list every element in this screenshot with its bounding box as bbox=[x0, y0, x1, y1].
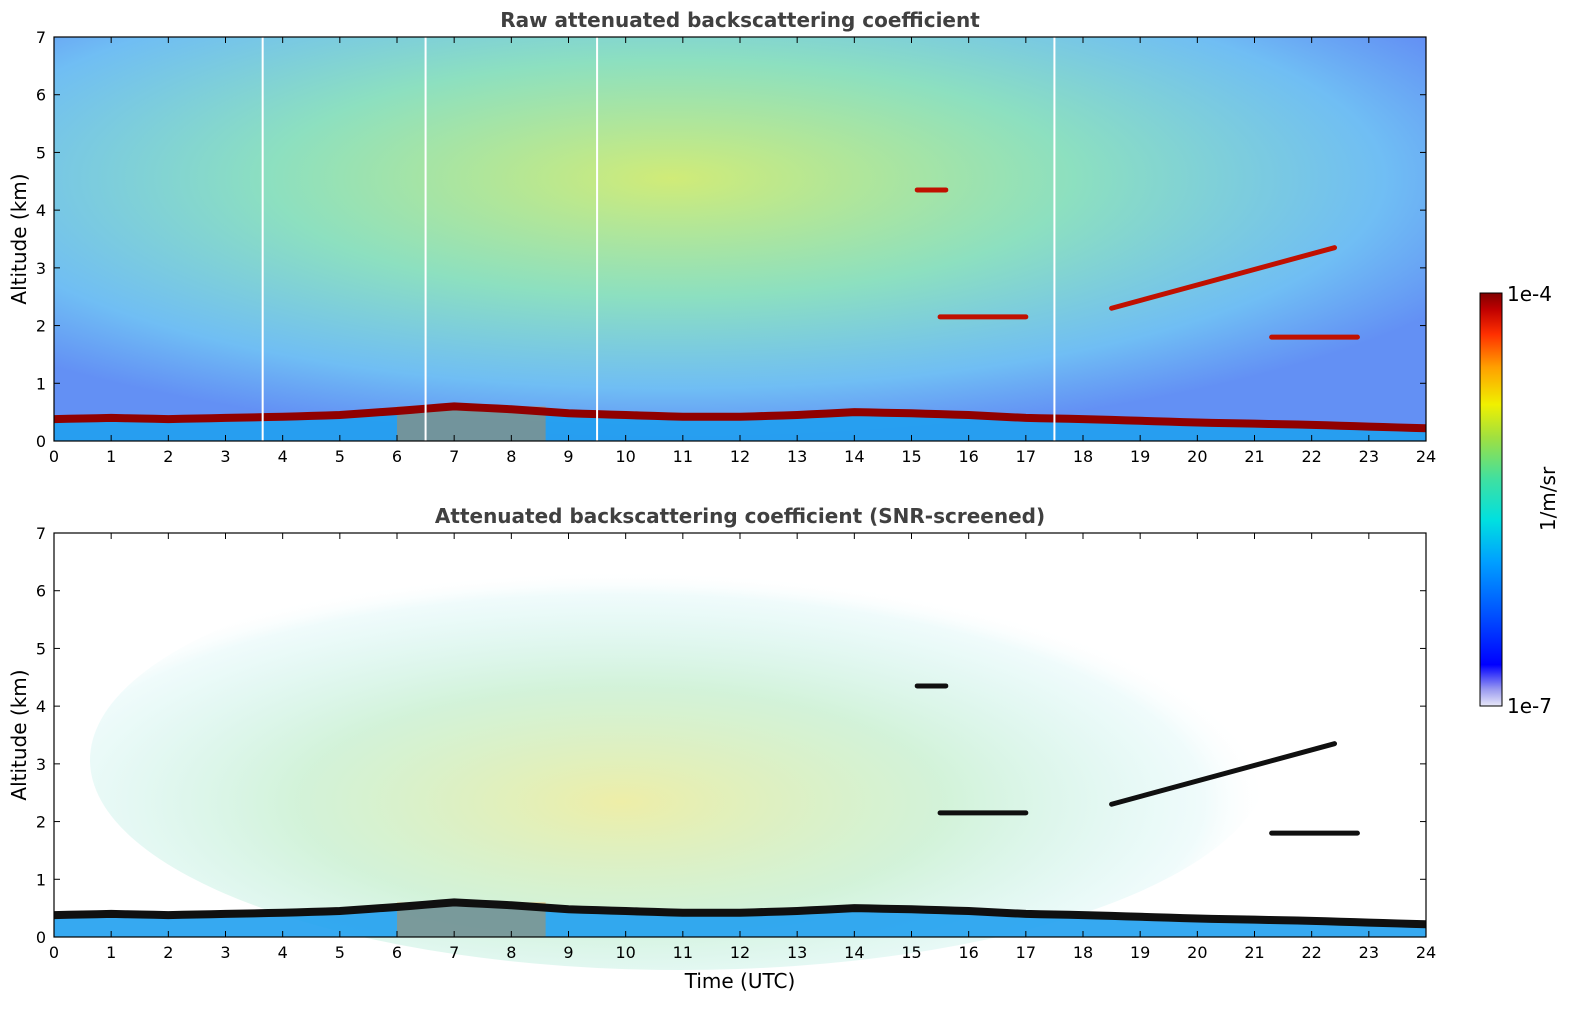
x-tick-label: 4 bbox=[278, 943, 288, 962]
colorbar-min-label: 1e-7 bbox=[1507, 694, 1552, 718]
boundary-layer-fill bbox=[54, 406, 1426, 441]
y-tick-label: 5 bbox=[36, 143, 46, 162]
x-tick-label: 23 bbox=[1359, 943, 1379, 962]
x-tick-label: 24 bbox=[1416, 943, 1436, 962]
x-tick-label: 17 bbox=[1016, 943, 1036, 962]
x-tick-label: 0 bbox=[49, 447, 59, 466]
x-tick-label: 20 bbox=[1187, 943, 1207, 962]
y-tick-label: 3 bbox=[36, 259, 46, 278]
y-tick-label: 6 bbox=[36, 582, 46, 601]
colorbar-max-label: 1e-4 bbox=[1507, 282, 1552, 306]
x-tick-label: 15 bbox=[901, 943, 921, 962]
x-tick-label: 15 bbox=[901, 447, 921, 466]
x-tick-label: 13 bbox=[787, 943, 807, 962]
panel-title: Raw attenuated backscattering coefficien… bbox=[500, 8, 980, 32]
x-tick-label: 2 bbox=[163, 447, 173, 466]
x-tick-label: 12 bbox=[730, 447, 750, 466]
x-tick-label: 6 bbox=[392, 943, 402, 962]
x-tick-label: 3 bbox=[220, 943, 230, 962]
haze-background bbox=[90, 550, 1270, 970]
x-tick-label: 7 bbox=[449, 447, 459, 466]
haze-background bbox=[54, 37, 1426, 441]
x-tick-label: 14 bbox=[844, 943, 864, 962]
y-tick-label: 3 bbox=[36, 755, 46, 774]
x-tick-label: 10 bbox=[615, 943, 635, 962]
raw-backscatter-panel: Raw attenuated backscattering coefficien… bbox=[7, 8, 1436, 466]
x-tick-label: 21 bbox=[1244, 447, 1264, 466]
x-tick-label: 1 bbox=[106, 943, 116, 962]
x-axis-label: Time (UTC) bbox=[684, 969, 796, 993]
x-tick-label: 11 bbox=[673, 943, 693, 962]
y-axis-label: Altitude (km) bbox=[7, 173, 31, 304]
x-tick-label: 19 bbox=[1130, 943, 1150, 962]
y-tick-label: 1 bbox=[36, 374, 46, 393]
x-tick-label: 18 bbox=[1073, 943, 1093, 962]
x-tick-label: 24 bbox=[1416, 447, 1436, 466]
x-tick-label: 10 bbox=[615, 447, 635, 466]
y-tick-label: 2 bbox=[36, 813, 46, 832]
x-tick-label: 0 bbox=[49, 943, 59, 962]
x-tick-label: 18 bbox=[1073, 447, 1093, 466]
x-tick-label: 11 bbox=[673, 447, 693, 466]
x-tick-label: 4 bbox=[278, 447, 288, 466]
x-tick-label: 12 bbox=[730, 943, 750, 962]
x-tick-label: 21 bbox=[1244, 943, 1264, 962]
x-tick-label: 17 bbox=[1016, 447, 1036, 466]
y-tick-label: 4 bbox=[36, 201, 46, 220]
x-tick-label: 5 bbox=[335, 943, 345, 962]
x-tick-label: 16 bbox=[958, 943, 978, 962]
y-tick-label: 6 bbox=[36, 86, 46, 105]
boundary-layer-top bbox=[53, 898, 1427, 929]
x-tick-label: 22 bbox=[1301, 943, 1321, 962]
snr-screened-panel: Attenuated backscattering coefficient (S… bbox=[7, 504, 1436, 993]
colorbar: 1e-4 1e-7 1/m/sr bbox=[1479, 282, 1560, 718]
x-tick-label: 9 bbox=[563, 447, 573, 466]
x-tick-label: 7 bbox=[449, 943, 459, 962]
x-tick-label: 3 bbox=[220, 447, 230, 466]
x-tick-label: 9 bbox=[563, 943, 573, 962]
x-tick-label: 22 bbox=[1301, 447, 1321, 466]
x-tick-label: 5 bbox=[335, 447, 345, 466]
x-tick-label: 20 bbox=[1187, 447, 1207, 466]
panel-title: Attenuated backscattering coefficient (S… bbox=[435, 504, 1045, 528]
y-tick-label: 7 bbox=[36, 524, 46, 543]
y-tick-label: 0 bbox=[36, 928, 46, 947]
x-tick-label: 19 bbox=[1130, 447, 1150, 466]
elevated-layer bbox=[1109, 245, 1338, 311]
y-tick-label: 0 bbox=[36, 432, 46, 451]
elevated-layer bbox=[1109, 741, 1338, 807]
y-axis-label: Altitude (km) bbox=[7, 669, 31, 800]
colorbar-gradient bbox=[1479, 292, 1503, 707]
boundary-layer-fill bbox=[54, 902, 1426, 937]
x-tick-label: 23 bbox=[1359, 447, 1379, 466]
x-tick-label: 1 bbox=[106, 447, 116, 466]
x-tick-label: 13 bbox=[787, 447, 807, 466]
x-tick-label: 14 bbox=[844, 447, 864, 466]
boundary-layer-top bbox=[53, 402, 1427, 433]
colorbar-unit-label: 1/m/sr bbox=[1536, 466, 1560, 531]
y-tick-label: 4 bbox=[36, 697, 46, 716]
y-tick-label: 1 bbox=[36, 870, 46, 889]
x-tick-label: 8 bbox=[506, 943, 516, 962]
x-tick-label: 2 bbox=[163, 943, 173, 962]
y-tick-label: 7 bbox=[36, 28, 46, 47]
y-tick-label: 2 bbox=[36, 317, 46, 336]
y-tick-label: 5 bbox=[36, 639, 46, 658]
x-tick-label: 16 bbox=[958, 447, 978, 466]
x-tick-label: 6 bbox=[392, 447, 402, 466]
x-tick-label: 8 bbox=[506, 447, 516, 466]
